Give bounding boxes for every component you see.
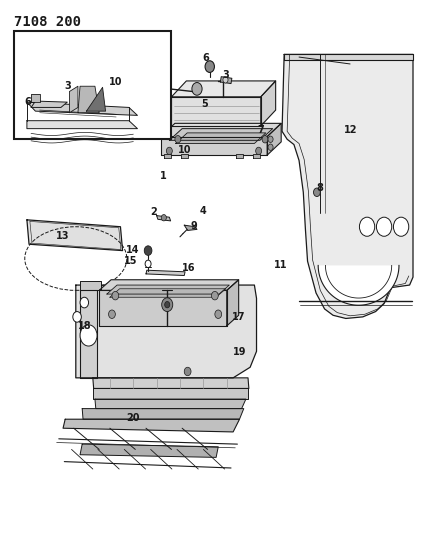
Text: 6: 6 bbox=[25, 97, 32, 107]
Polygon shape bbox=[76, 285, 256, 378]
Polygon shape bbox=[107, 285, 229, 294]
Polygon shape bbox=[63, 419, 240, 432]
Polygon shape bbox=[31, 101, 67, 108]
Circle shape bbox=[205, 61, 214, 72]
Text: 18: 18 bbox=[78, 321, 92, 331]
Circle shape bbox=[192, 83, 202, 95]
Circle shape bbox=[268, 144, 273, 150]
Polygon shape bbox=[169, 128, 273, 140]
Polygon shape bbox=[261, 81, 276, 126]
Circle shape bbox=[162, 298, 173, 312]
Text: 10: 10 bbox=[109, 77, 122, 87]
Text: 17: 17 bbox=[232, 312, 245, 322]
Text: 20: 20 bbox=[126, 413, 140, 423]
Text: 1: 1 bbox=[160, 172, 166, 181]
Polygon shape bbox=[93, 378, 249, 389]
Text: 4: 4 bbox=[199, 206, 206, 216]
Text: 19: 19 bbox=[233, 348, 246, 358]
Polygon shape bbox=[27, 102, 137, 115]
Text: 6: 6 bbox=[202, 53, 209, 63]
Text: 7108 200: 7108 200 bbox=[14, 14, 81, 29]
Circle shape bbox=[184, 367, 191, 376]
Text: 14: 14 bbox=[125, 245, 139, 255]
Circle shape bbox=[161, 215, 166, 221]
Circle shape bbox=[144, 246, 152, 255]
Polygon shape bbox=[99, 280, 239, 290]
Polygon shape bbox=[161, 123, 281, 136]
Polygon shape bbox=[86, 87, 106, 111]
Circle shape bbox=[80, 325, 97, 346]
Polygon shape bbox=[184, 225, 197, 230]
Text: 9: 9 bbox=[190, 221, 197, 231]
Text: 7: 7 bbox=[257, 125, 264, 135]
Polygon shape bbox=[220, 77, 232, 84]
Polygon shape bbox=[172, 81, 276, 97]
Text: 3: 3 bbox=[223, 70, 229, 79]
Polygon shape bbox=[95, 399, 246, 409]
Circle shape bbox=[73, 312, 81, 322]
Circle shape bbox=[393, 217, 409, 236]
Text: 16: 16 bbox=[182, 263, 195, 272]
Circle shape bbox=[175, 135, 181, 143]
Polygon shape bbox=[176, 133, 266, 143]
Circle shape bbox=[262, 135, 268, 143]
Circle shape bbox=[166, 147, 172, 155]
Polygon shape bbox=[31, 94, 40, 102]
Polygon shape bbox=[318, 265, 399, 305]
Circle shape bbox=[211, 292, 218, 300]
Circle shape bbox=[165, 302, 170, 308]
Circle shape bbox=[223, 77, 228, 83]
Polygon shape bbox=[161, 136, 267, 155]
Polygon shape bbox=[146, 270, 185, 276]
Text: 8: 8 bbox=[317, 183, 324, 193]
Text: 11: 11 bbox=[274, 261, 288, 270]
Circle shape bbox=[215, 310, 222, 318]
Polygon shape bbox=[80, 444, 218, 457]
Circle shape bbox=[377, 217, 392, 236]
Polygon shape bbox=[253, 154, 260, 158]
Circle shape bbox=[256, 147, 262, 155]
Circle shape bbox=[112, 292, 119, 300]
Polygon shape bbox=[78, 86, 99, 113]
Polygon shape bbox=[157, 216, 171, 221]
Circle shape bbox=[80, 297, 89, 308]
Circle shape bbox=[145, 260, 151, 268]
Polygon shape bbox=[284, 54, 413, 60]
Polygon shape bbox=[267, 123, 281, 155]
Circle shape bbox=[268, 136, 273, 142]
Polygon shape bbox=[27, 120, 137, 128]
Text: 2: 2 bbox=[150, 207, 157, 217]
Text: 13: 13 bbox=[56, 231, 69, 241]
Polygon shape bbox=[236, 154, 243, 158]
Circle shape bbox=[313, 188, 320, 197]
Polygon shape bbox=[82, 409, 244, 419]
Polygon shape bbox=[181, 154, 187, 158]
Text: 15: 15 bbox=[124, 256, 137, 266]
Polygon shape bbox=[99, 290, 227, 326]
Polygon shape bbox=[80, 290, 97, 378]
Polygon shape bbox=[27, 220, 122, 251]
Polygon shape bbox=[110, 289, 226, 297]
Text: 10: 10 bbox=[178, 145, 191, 155]
Polygon shape bbox=[282, 54, 413, 318]
Text: 3: 3 bbox=[64, 81, 71, 91]
Polygon shape bbox=[93, 389, 248, 399]
Polygon shape bbox=[164, 154, 171, 158]
Bar bbox=[14, 30, 172, 139]
Polygon shape bbox=[80, 281, 101, 290]
Circle shape bbox=[109, 310, 116, 318]
Text: 5: 5 bbox=[201, 99, 208, 109]
Polygon shape bbox=[69, 86, 78, 113]
Text: 12: 12 bbox=[344, 125, 358, 135]
Circle shape bbox=[360, 217, 375, 236]
Polygon shape bbox=[227, 280, 239, 326]
Polygon shape bbox=[172, 97, 261, 126]
